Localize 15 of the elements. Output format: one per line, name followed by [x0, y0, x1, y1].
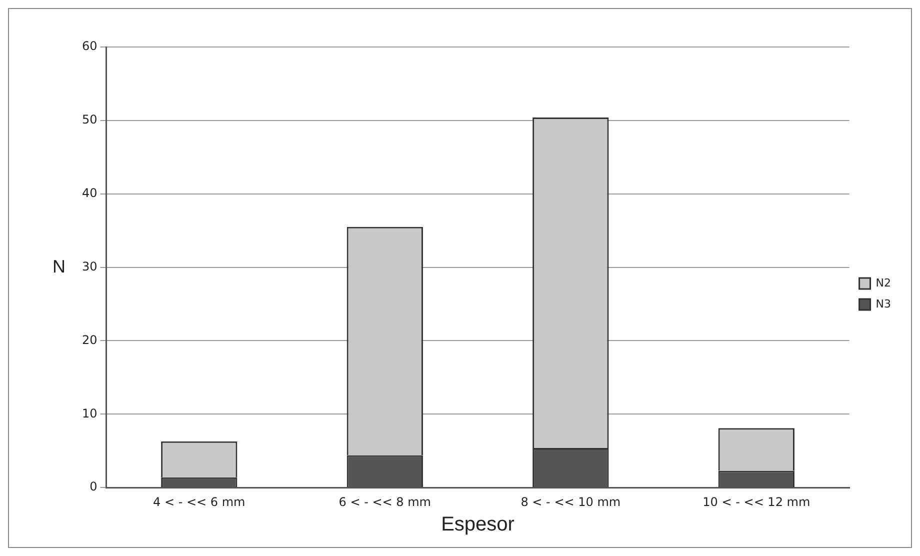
- legend-label: N3: [876, 297, 892, 310]
- x-tick-label: 6 < - << 8 mm: [338, 494, 432, 509]
- y-tick-label: 60: [82, 39, 98, 54]
- x-tick-label: 8 < - << 10 mm: [520, 494, 621, 509]
- x-axis-title: Espesor: [441, 514, 515, 536]
- y-tick-label: 40: [82, 186, 98, 200]
- y-tick-label: 10: [82, 406, 98, 420]
- x-tick-label: 4 < - << 6 mm: [153, 494, 246, 509]
- y-axis-title: N: [52, 256, 66, 276]
- x-tick-label: 10 < - << 12 mm: [702, 494, 810, 509]
- y-tick-label: 20: [82, 332, 98, 347]
- y-tick-label: 50: [82, 112, 98, 127]
- legend-label: N2: [876, 276, 892, 290]
- y-tick-label: 30: [82, 259, 98, 274]
- y-tick-label: 0: [90, 480, 98, 494]
